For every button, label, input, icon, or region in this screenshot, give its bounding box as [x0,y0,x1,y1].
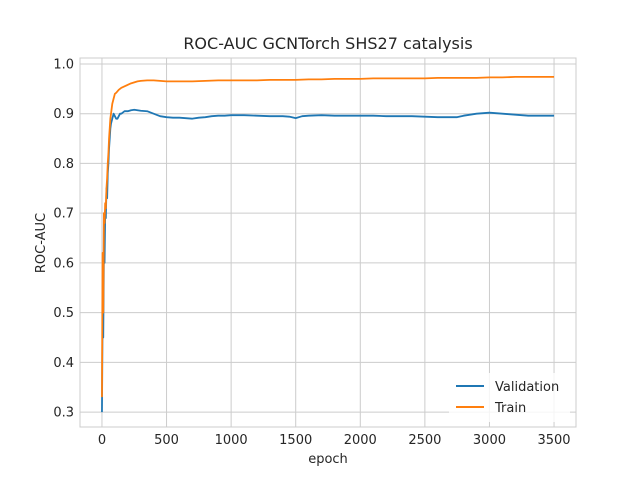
y-tick-label: 0.8 [53,157,74,172]
x-tick-label: 2500 [408,433,441,448]
x-tick-label: 1000 [215,433,248,448]
y-tick-label: 0.5 [53,306,74,321]
y-tick-label: 0.6 [53,256,74,271]
chart-title: ROC-AUC GCNTorch SHS27 catalysis [183,34,472,53]
x-tick-label: 3500 [537,433,570,448]
series-line-train [101,76,555,398]
y-tick-label: 0.7 [53,207,74,222]
tick-labels: 0 500 1000 1500 2000 2500 3000 3500 0.3 0.4 0.5 0.6… [53,57,570,448]
x-tick-label: 2000 [344,433,377,448]
legend-box [449,373,570,422]
legend: Validation Train [449,373,570,422]
x-tick-label: 3000 [473,433,506,448]
x-tick-label: 500 [154,433,179,448]
x-tick-label: 1500 [279,433,312,448]
grid [80,58,576,427]
plot-area [80,58,576,427]
y-tick-label: 0.3 [53,406,74,421]
legend-label-train: Train [494,401,526,416]
legend-label-validation: Validation [495,380,559,395]
y-axis-label: ROC-AUC [34,213,49,273]
y-tick-label: 0.4 [53,356,74,371]
x-axis-label: epoch [308,452,348,467]
plot-frame [79,57,577,428]
series-lines [101,76,555,413]
x-tick-label: 0 [98,433,106,448]
y-tick-label: 1.0 [53,57,74,72]
y-tick-label: 0.9 [53,107,74,122]
